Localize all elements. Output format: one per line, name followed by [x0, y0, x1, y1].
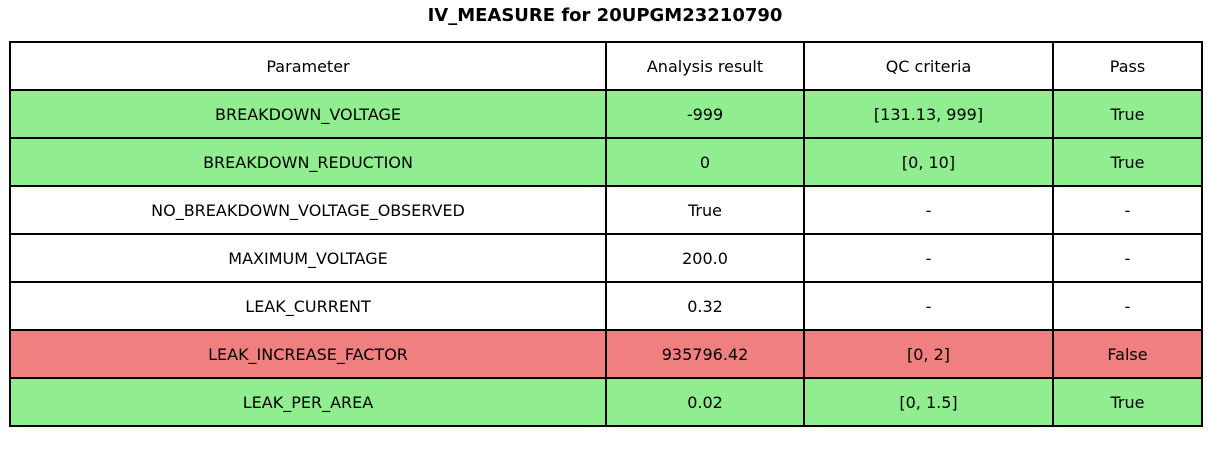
cell-qc-criteria: [0, 10]	[803, 137, 1054, 187]
cell-parameter: MAXIMUM_VOLTAGE	[9, 233, 607, 283]
cell-qc-criteria: -	[803, 281, 1054, 331]
cell-parameter: LEAK_PER_AREA	[9, 377, 607, 427]
column-header-parameter: Parameter	[9, 41, 607, 91]
cell-parameter: BREAKDOWN_VOLTAGE	[9, 89, 607, 139]
cell-analysis-result: 200.0	[605, 233, 805, 283]
cell-analysis-result: 935796.42	[605, 329, 805, 379]
column-header-pass: Pass	[1052, 41, 1203, 91]
header-row: Parameter Analysis result QC criteria Pa…	[9, 41, 1203, 91]
column-header-analysis-result: Analysis result	[605, 41, 805, 91]
cell-qc-criteria: -	[803, 185, 1054, 235]
figure-title: IV_MEASURE for 20UPGM23210790	[427, 5, 783, 26]
column-header-qc-criteria: QC criteria	[803, 41, 1054, 91]
cell-pass: -	[1052, 185, 1203, 235]
table-row: NO_BREAKDOWN_VOLTAGE_OBSERVED True - -	[9, 185, 1203, 235]
cell-analysis-result: 0.02	[605, 377, 805, 427]
table-row: LEAK_CURRENT 0.32- -	[9, 281, 1203, 331]
table-row: MAXIMUM_VOLTAGE 200.0- -	[9, 233, 1203, 283]
table-row: LEAK_PER_AREA 0.02 [0, 1.5] True	[9, 377, 1203, 427]
cell-pass: True	[1052, 377, 1203, 427]
cell-pass: False	[1052, 329, 1203, 379]
cell-qc-criteria: -	[803, 233, 1054, 283]
cell-pass: -	[1052, 233, 1203, 283]
cell-pass: True	[1052, 89, 1203, 139]
cell-parameter: BREAKDOWN_REDUCTION	[9, 137, 607, 187]
cell-pass: -	[1052, 281, 1203, 331]
cell-analysis-result: True	[605, 185, 805, 235]
cell-analysis-result: -999	[605, 89, 805, 139]
table-row: LEAK_INCREASE_FACTOR 935796.42 [0, 2] False	[9, 329, 1203, 379]
cell-qc-criteria: [0, 2]	[803, 329, 1054, 379]
table-row: BREAKDOWN_REDUCTION 0 [0, 10] True	[9, 137, 1203, 187]
cell-parameter: NO_BREAKDOWN_VOLTAGE_OBSERVED	[9, 185, 607, 235]
cell-pass: True	[1052, 137, 1203, 187]
cell-analysis-result: 0	[605, 137, 805, 187]
cell-qc-criteria: [0, 1.5]	[803, 377, 1054, 427]
table-row: BREAKDOWN_VOLTAGE -999 [131.13, 999] True	[9, 89, 1203, 139]
cell-parameter: LEAK_INCREASE_FACTOR	[9, 329, 607, 379]
cell-analysis-result: 0.32	[605, 281, 805, 331]
qc-results-table: Parameter Analysis result QC criteria Pa…	[9, 41, 1203, 427]
cell-parameter: LEAK_CURRENT	[9, 281, 607, 331]
cell-qc-criteria: [131.13, 999]	[803, 89, 1054, 139]
